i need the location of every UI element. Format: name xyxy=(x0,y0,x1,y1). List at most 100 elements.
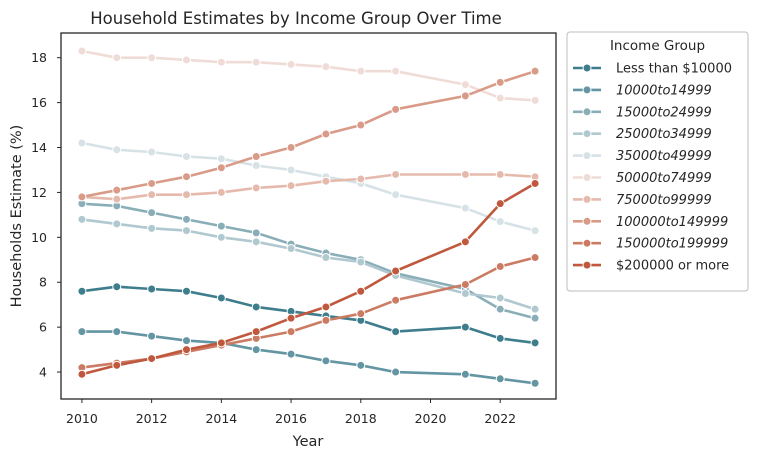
legend-item: 10000to14999 xyxy=(573,83,712,98)
data-point xyxy=(181,55,191,65)
data-point xyxy=(251,151,261,161)
x-tick-label: 2012 xyxy=(136,411,168,426)
data-point xyxy=(460,169,470,179)
legend-marker xyxy=(582,63,592,73)
legend-marker xyxy=(582,238,592,248)
data-point xyxy=(112,327,122,337)
series-7 xyxy=(77,169,540,204)
legend-marker xyxy=(582,216,592,226)
data-point xyxy=(77,214,87,224)
data-point xyxy=(251,327,261,337)
data-point xyxy=(216,293,226,303)
legend-box xyxy=(566,31,749,292)
legend-label: 150000to199999 xyxy=(616,237,728,252)
data-point xyxy=(356,309,366,319)
data-point xyxy=(112,145,122,155)
data-point xyxy=(286,165,296,175)
data-point xyxy=(216,221,226,231)
data-point xyxy=(77,138,87,148)
data-point xyxy=(77,192,87,202)
data-point xyxy=(391,266,401,276)
data-point xyxy=(112,185,122,195)
data-point xyxy=(77,46,87,56)
data-point xyxy=(460,369,470,379)
legend-label: 75000to99999 xyxy=(616,193,712,208)
x-tick-label: 2014 xyxy=(205,411,237,426)
legend-item: 50000to74999 xyxy=(573,171,712,186)
legend-item: 75000to99999 xyxy=(573,193,712,208)
data-point xyxy=(216,338,226,348)
data-point xyxy=(251,345,261,355)
data-point xyxy=(112,53,122,63)
data-point xyxy=(181,226,191,236)
data-point xyxy=(251,228,261,238)
data-point xyxy=(530,313,540,323)
data-point xyxy=(147,190,157,200)
legend-label: 10000to14999 xyxy=(616,83,712,98)
legend-label: 15000to24999 xyxy=(616,105,712,120)
legend-marker xyxy=(582,107,592,117)
data-point xyxy=(391,327,401,337)
y-tick-label: 14 xyxy=(31,140,47,155)
data-point xyxy=(460,203,470,213)
series-3 xyxy=(77,199,540,323)
data-point xyxy=(356,257,366,267)
data-point xyxy=(321,302,331,312)
plot-area xyxy=(77,46,540,388)
data-point xyxy=(391,169,401,179)
data-point xyxy=(460,80,470,90)
data-point xyxy=(216,154,226,164)
data-point xyxy=(356,66,366,76)
data-point xyxy=(286,59,296,69)
series-2 xyxy=(77,327,540,388)
legend-marker xyxy=(582,151,592,161)
series-8 xyxy=(77,66,540,202)
legend-label: 35000to49999 xyxy=(616,149,712,164)
legend-item: 150000to199999 xyxy=(573,237,728,252)
data-point xyxy=(251,302,261,312)
y-tick-label: 8 xyxy=(39,275,47,290)
y-tick-label: 12 xyxy=(31,185,47,200)
x-tick-label: 2010 xyxy=(66,411,98,426)
data-point xyxy=(356,120,366,130)
data-point xyxy=(286,313,296,323)
series-line xyxy=(80,202,537,320)
data-point xyxy=(286,327,296,337)
data-point xyxy=(530,304,540,314)
legend-title: Income Group xyxy=(610,38,705,54)
data-point xyxy=(460,237,470,247)
y-tick-label: 16 xyxy=(31,95,47,110)
legend-marker xyxy=(582,260,592,270)
data-point xyxy=(181,214,191,224)
y-tick-label: 18 xyxy=(31,50,47,65)
data-point xyxy=(530,178,540,188)
data-point xyxy=(77,369,87,379)
legend-marker xyxy=(582,173,592,182)
data-point xyxy=(460,288,470,298)
data-point xyxy=(391,190,401,200)
data-point xyxy=(356,286,366,296)
legend-item: 25000to34999 xyxy=(573,127,712,142)
data-point xyxy=(321,176,331,186)
data-point xyxy=(216,163,226,173)
data-point xyxy=(356,360,366,370)
data-point xyxy=(77,286,87,296)
data-point xyxy=(181,345,191,355)
data-point xyxy=(495,217,505,227)
data-point xyxy=(460,279,470,289)
x-axis-label: Year xyxy=(292,434,324,450)
legend: Income Group Less than $10000 10000to1499… xyxy=(566,31,749,292)
data-point xyxy=(251,237,261,247)
data-point xyxy=(391,367,401,377)
data-point xyxy=(495,304,505,314)
legend-label: 100000to149999 xyxy=(616,215,728,230)
data-point xyxy=(216,187,226,197)
data-point xyxy=(495,199,505,209)
y-axis-label: Households Estimate (%) xyxy=(9,125,25,308)
data-point xyxy=(321,356,331,366)
data-point xyxy=(147,178,157,188)
data-point xyxy=(495,169,505,179)
data-point xyxy=(321,253,331,263)
legend-item: Less than $10000 xyxy=(573,62,732,77)
